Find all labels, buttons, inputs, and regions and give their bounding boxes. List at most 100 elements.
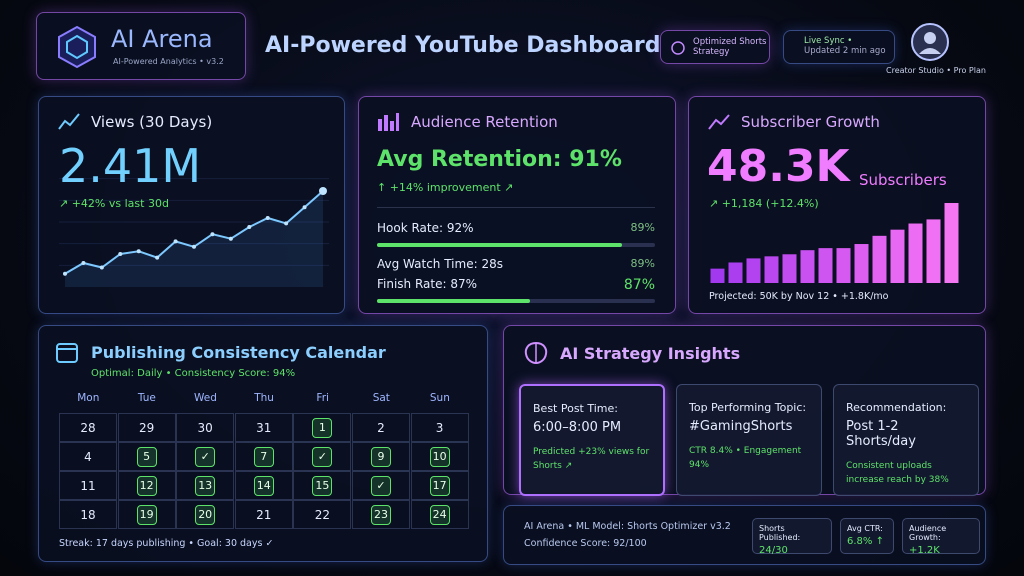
calendar-cell: 4 (59, 442, 117, 471)
sync-box: Live Sync • Updated 2 min ago (783, 30, 895, 64)
trend-point (265, 216, 270, 220)
retention-improvement: ↑ +14% improvement ↗ (377, 181, 514, 194)
calendar-cell: ✓ (293, 442, 352, 471)
badge-icon (671, 41, 685, 55)
trend-point (136, 249, 141, 254)
metric-label: Finish Rate: 87% (377, 277, 478, 291)
calendar-cell: 3 (410, 413, 469, 442)
insights-card: AI Strategy Insights Best Post Time: 6:00… (503, 325, 986, 496)
page-title: AI-Powered YouTube Dashboard (265, 33, 661, 58)
insight-value: 6:00–8:00 PM (533, 420, 622, 435)
calendar-cell: 10 (410, 442, 469, 471)
retention-rows: Hook Rate: 92% 89% Avg Watch Time: 28s 89% F… (359, 97, 677, 315)
published-day: 5 (136, 446, 157, 467)
sync-status: Live Sync • (804, 36, 853, 46)
account-label: Creator Studio • Pro Plan (886, 66, 986, 75)
calendar-cell: ✓ (352, 471, 410, 500)
calendar-icon (56, 343, 78, 363)
trend-point (99, 265, 104, 270)
retention-card: Audience Retention Avg Retention: 91% ↑ … (358, 96, 676, 314)
trend-point (155, 255, 160, 260)
metric-label: Avg Watch Time: 28s (377, 257, 503, 271)
weekday-label: Mon (77, 392, 100, 404)
subscriber-bar (854, 244, 869, 283)
subscriber-bar (818, 248, 833, 283)
calendar-cell: 1 (293, 413, 352, 442)
calendar-cell: 12 (117, 471, 176, 500)
subscriber-bar (728, 262, 743, 283)
calendar-cell: 14 (234, 471, 293, 500)
trend-point (118, 252, 123, 256)
trend-point (319, 187, 327, 195)
progress-fill (377, 299, 530, 303)
metric-label: Hook Rate: 92% (377, 221, 474, 235)
metric-value: 87% (623, 277, 655, 293)
views-icon (58, 113, 80, 130)
retention-headline: Avg Retention: 91% (377, 147, 622, 172)
insight-value: #GamingShorts (689, 419, 793, 434)
calendar-cell: 30 (176, 413, 235, 442)
avatar[interactable] (910, 22, 950, 62)
calendar-cell: 18 (59, 500, 117, 529)
calendar-cell: ✓ (176, 442, 235, 471)
day-number: 30 (197, 420, 213, 435)
published-day: 23 (371, 504, 391, 525)
subscriber-bar (944, 203, 959, 283)
calendar-cell: 22 (293, 500, 352, 529)
insight-note: Consistent uploads increase reach by 38% (846, 461, 949, 485)
retention-icon (378, 113, 399, 131)
badge-text: Optimized Shorts Strategy (693, 37, 767, 57)
calendar-cell: 13 (176, 471, 235, 500)
divider (377, 207, 655, 208)
trend-point (284, 221, 289, 226)
metric-value: 89% (630, 257, 655, 270)
published-day: 15 (312, 475, 333, 496)
subscriber-title: Subscriber Growth (741, 113, 880, 131)
trend-point (63, 271, 67, 276)
trend-point (173, 239, 178, 244)
subscriber-bar (746, 258, 761, 283)
brand-name: AI Arena (111, 25, 213, 53)
day-number: 3 (435, 420, 444, 435)
model-confidence: Confidence Score: 92/100 (524, 538, 647, 549)
calendar-cell: 31 (234, 413, 293, 442)
weekday-label: Sat (372, 392, 390, 404)
trend-point (228, 236, 233, 241)
insight-heading: Top Performing Topic: (689, 401, 807, 414)
trend-point (210, 232, 215, 237)
subscriber-change: ↗ +1,184 (+12.4%) (709, 197, 819, 210)
stat-label: Audience Growth: (909, 524, 947, 542)
published-day: 13 (195, 475, 216, 496)
subscriber-chart (710, 203, 959, 283)
insight-card: Top Performing Topic: #GamingShorts CTR 8.… (676, 384, 822, 496)
views-card: Views (30 Days) 2.41M ↗ +42% vs last 30d (38, 96, 345, 314)
stat-box: Shorts Published: 24/30 (752, 518, 832, 556)
strategy-badge[interactable]: Optimized Shorts Strategy (660, 30, 770, 64)
stat-value: 6.8% ↑ (847, 536, 884, 547)
views-change: ↗ +42% vs last 30d (59, 197, 169, 210)
subscriber-bar (764, 256, 779, 283)
subscriber-bar (782, 254, 797, 283)
subscriber-bar (800, 250, 815, 283)
model-name: AI Arena • ML Model: Shorts Optimizer v3… (524, 521, 731, 532)
published-day: 17 (429, 475, 450, 496)
trend-point (192, 244, 196, 249)
subscriber-unit: Subscribers (859, 171, 947, 189)
calendar-cell: 9 (352, 442, 410, 471)
calendar-card: Publishing Consistency Calendar Optimal:… (38, 325, 488, 562)
subscriber-bar (836, 248, 851, 283)
day-number: 21 (256, 507, 272, 522)
calendar-cell: 29 (117, 413, 176, 442)
subscriber-value: 48.3K (707, 141, 850, 192)
calendar-footer: Streak: 17 days publishing • Goal: 30 da… (59, 538, 274, 549)
insight-note: Predicted +23% views for Shorts ↗ (533, 447, 650, 471)
published-day: 12 (136, 475, 157, 496)
check-mark: ✓ (312, 446, 333, 467)
calendar-grid: Mon Tue Wed Thu Fri Sat Sun 28 29 30 31 1 2 3 4 5 ✓ 7 ✓ 9 10… (39, 326, 489, 563)
views-value: 2.41M (59, 139, 202, 193)
insight-value: Post 1-2 Shorts/day (846, 419, 916, 449)
calendar-cell: 28 (59, 413, 117, 442)
subscriber-bar (710, 268, 725, 283)
stat-label: Avg CTR: (847, 524, 883, 533)
